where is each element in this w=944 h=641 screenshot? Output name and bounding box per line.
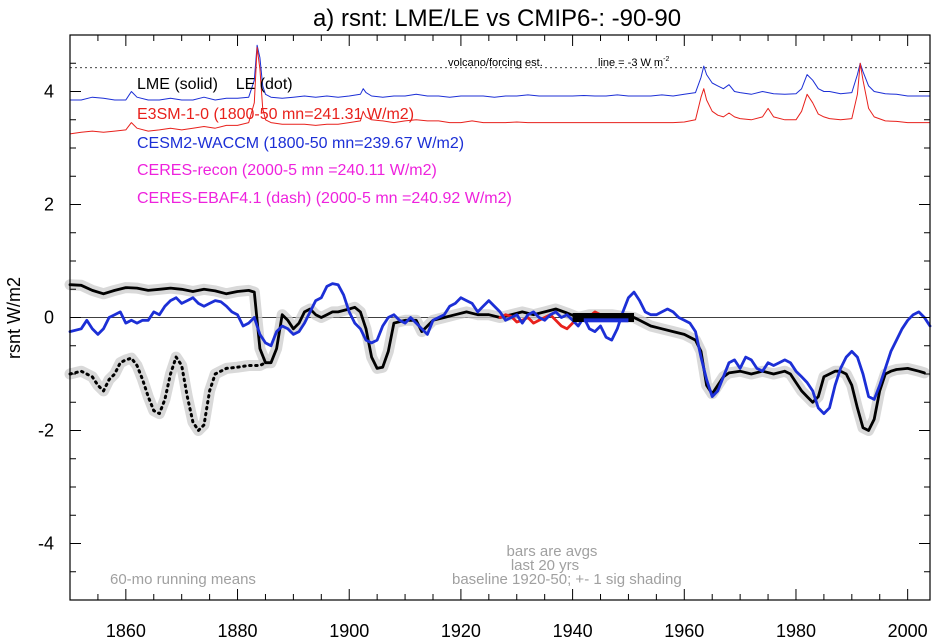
x-tick-label: 1900 xyxy=(329,621,369,641)
y-axis-label: rsnt W/m2 xyxy=(4,277,24,359)
y-tick-label: 2 xyxy=(44,195,54,215)
x-tick-label: 1960 xyxy=(664,621,704,641)
y-tick-label: -4 xyxy=(38,534,54,554)
series-shading-1 xyxy=(64,351,271,436)
x-tick-label: 1920 xyxy=(441,621,481,641)
legend-item-e3sm: E3SM-1-0 (1800-50 mn=241.31 W/m2) xyxy=(137,106,414,123)
series-line-lme-solid xyxy=(68,283,926,432)
notes: bars are avgs last 20 yrs 60-mo running … xyxy=(110,543,682,588)
note-running: 60-mo running means xyxy=(110,571,256,588)
legend: LME (solid) LE (dot) E3SM-1-0 (1800-50 m… xyxy=(137,76,512,207)
legend-item-cesm2: CESM2-WACCM (1800-50 mn=239.67 W/m2) xyxy=(137,135,464,152)
series-shading-0 xyxy=(64,279,930,436)
forcing-line-label: line = -3 W m-2 xyxy=(598,56,669,69)
x-tick-label: 1940 xyxy=(553,621,593,641)
chart-title: a) rsnt: LME/LE vs CMIP6-: -90-90 xyxy=(313,5,681,32)
legend-item-ceres-recon: CERES-recon (2000-5 mn =240.11 W/m2) xyxy=(137,162,437,179)
x-tick-label: 1860 xyxy=(106,621,146,641)
note-bars: bars are avgs xyxy=(507,543,598,560)
avg-bar-0 xyxy=(572,313,635,322)
y-tick-label: 0 xyxy=(44,308,54,328)
x-tick-label: 1880 xyxy=(218,621,258,641)
series-line-cesm2-waccm xyxy=(68,282,932,415)
y-tick-label: 4 xyxy=(44,82,54,102)
x-tick-label: 1980 xyxy=(776,621,816,641)
forcing-line-label-sup: -2 xyxy=(663,56,669,63)
forcing-line-label-main: line = -3 W m xyxy=(598,57,663,69)
forcing-label: volcano/forcing est. xyxy=(448,57,543,69)
legend-item-lme-le: LME (solid) LE (dot) xyxy=(137,76,293,93)
y-tick-label: -2 xyxy=(38,421,54,441)
legend-item-ceres-ebaf: CERES-EBAF4.1 (dash) (2000-5 mn =240.92 … xyxy=(137,190,512,207)
forcing-reference: volcano/forcing est. line = -3 W m-2 xyxy=(448,56,669,69)
note-last: last 20 yrs xyxy=(511,557,579,574)
avg-bar-1 xyxy=(583,318,629,323)
series-line-le-dot xyxy=(68,355,267,432)
x-axis: 1860 1880 1900 1920 1940 1960 1980 2000 xyxy=(69,35,928,641)
note-baseline: baseline 1920-50; +- 1 sig shading xyxy=(452,571,682,588)
plot-area xyxy=(64,44,932,436)
x-tick-label: 2000 xyxy=(888,621,928,641)
series-line-volcanic-forcing-estimate-blue xyxy=(69,44,931,101)
series-line-volcanic-forcing-estimate-red xyxy=(69,46,931,135)
y-axis: -4 -2 0 2 4 xyxy=(38,34,930,601)
